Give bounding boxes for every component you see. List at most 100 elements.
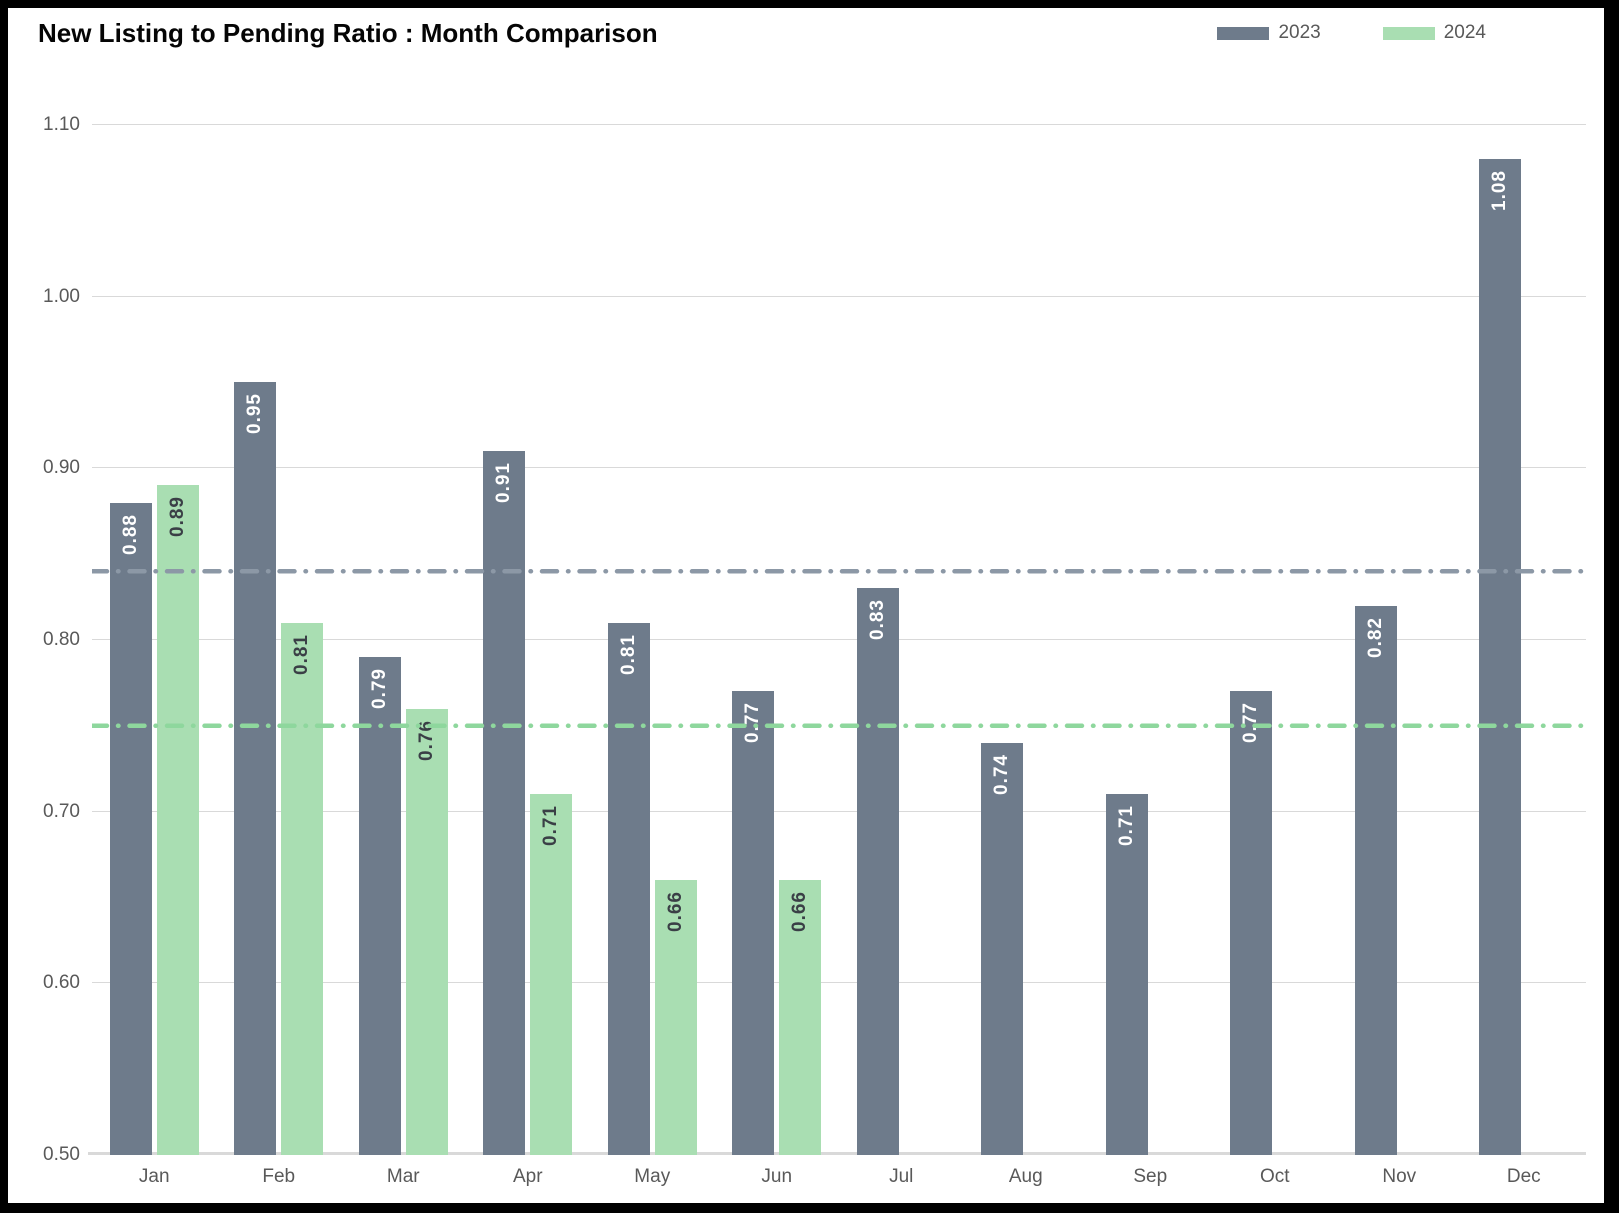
bar-2024-jan: 0.89 [156, 485, 199, 1155]
gridline-0.80 [92, 638, 1586, 640]
bar-value-label: 0.91 [493, 462, 515, 504]
bar-value-label-wrap: 0.83 [857, 599, 899, 640]
month-group-dec: 1.08 Dec [1462, 70, 1587, 1187]
month-group-nov: 0.82 Nov [1337, 70, 1462, 1187]
month-group-may: 0.81 0.66 May [590, 70, 715, 1187]
bar-value-label-wrap: 0.66 [655, 891, 697, 932]
bar-slot-2024: 0.81 [281, 70, 324, 1155]
bar-value-label: 0.71 [540, 805, 562, 847]
bar-slot-2024 [1402, 70, 1444, 1155]
legend: 2023 2024 [1217, 22, 1486, 44]
bar-slot-2023: 0.83 [856, 70, 899, 1155]
bar-slot-2024 [1153, 70, 1195, 1155]
gridline-0.50 [88, 1152, 1586, 1155]
chart-frame: New Listing to Pending Ratio : Month Com… [8, 8, 1604, 1203]
bar-slot-2024: 0.66 [779, 70, 822, 1155]
bar-value-label-wrap: 0.71 [1106, 805, 1148, 846]
bar-groups: 0.88 0.89 Jan 0.95 0.81 Feb 0.79 0.76 Mar 0.91 0.7… [92, 70, 1587, 1187]
bar-2023-jul: 0.83 [856, 588, 899, 1155]
bar-slot-2024: 0.76 [405, 70, 448, 1155]
bar-slot-2023: 0.95 [234, 70, 277, 1155]
legend-swatch-2023 [1217, 26, 1270, 40]
bar-value-label: 1.08 [1489, 170, 1511, 212]
x-axis-label-nov: Nov [1382, 1166, 1417, 1187]
bar-2023-mar: 0.79 [358, 657, 401, 1155]
bar-slot-2024: 0.66 [654, 70, 697, 1155]
bar-value-label-wrap: 0.77 [1230, 702, 1272, 743]
legend-item-2024: 2024 [1382, 22, 1486, 44]
month-group-sep: 0.71 Sep [1088, 70, 1213, 1187]
bar-value-label-wrap: 0.89 [157, 496, 199, 537]
bar-2024-may: 0.66 [654, 880, 697, 1155]
legend-label-2023: 2023 [1278, 22, 1321, 43]
bar-value-label-wrap: 0.74 [981, 754, 1023, 795]
bar-2023-aug: 0.74 [981, 742, 1024, 1155]
bar-2023-oct: 0.77 [1230, 691, 1273, 1155]
bar-value-label: 0.66 [789, 891, 811, 933]
bar-value-label: 0.89 [166, 496, 188, 538]
bar-value-label-wrap: 0.82 [1355, 617, 1397, 658]
bar-2024-jun: 0.66 [779, 880, 822, 1155]
plot-area: 1.10 1.00 0.90 0.80 0.70 0.60 0.50 0.88 0.89 Jan 0… [43, 70, 1587, 1187]
bar-value-label: 0.74 [991, 753, 1013, 795]
month-group-mar: 0.79 0.76 Mar [341, 70, 466, 1187]
month-group-jun: 0.77 0.66 Jun [715, 70, 840, 1187]
bar-2023-sep: 0.71 [1105, 794, 1148, 1155]
bar-2024-feb: 0.81 [281, 622, 324, 1155]
bar-2023-feb: 0.95 [234, 382, 277, 1155]
y-axis-tick-label: 0.60 [43, 972, 80, 994]
x-axis-label-jun: Jun [761, 1166, 793, 1187]
x-axis-label-mar: Mar [386, 1166, 420, 1187]
bar-value-label-wrap: 0.88 [110, 514, 152, 555]
legend-item-2023: 2023 [1217, 22, 1321, 44]
bar-slot-2024 [904, 70, 946, 1155]
month-group-jul: 0.83 Jul [839, 70, 964, 1187]
bar-value-label: 0.81 [291, 633, 313, 675]
bar-2023-nov: 0.82 [1354, 605, 1397, 1155]
x-axis-label-jul: Jul [889, 1166, 914, 1187]
bar-value-label-wrap: 0.77 [732, 702, 774, 743]
bar-slot-2023: 0.88 [109, 70, 152, 1155]
bar-2023-jan: 0.88 [109, 502, 152, 1155]
x-axis-label-oct: Oct [1259, 1166, 1290, 1187]
bar-slot-2023: 0.81 [607, 70, 650, 1155]
bar-value-label-wrap: 0.81 [281, 634, 323, 675]
bar-value-label: 0.83 [866, 599, 888, 641]
bar-slot-2023: 0.82 [1354, 70, 1397, 1155]
bar-value-label-wrap: 0.79 [359, 668, 401, 709]
bar-value-label: 0.71 [1115, 805, 1137, 847]
bar-value-label: 0.76 [415, 719, 437, 761]
bar-slot-2024: 0.89 [156, 70, 199, 1155]
bar-slot-2023: 0.74 [981, 70, 1024, 1155]
x-axis-label-jan: Jan [138, 1166, 170, 1187]
bar-2024-apr: 0.71 [530, 794, 573, 1155]
legend-swatch-2024 [1382, 26, 1435, 40]
bar-value-label-wrap: 0.81 [608, 634, 650, 675]
month-group-jan: 0.88 0.89 Jan [92, 70, 217, 1187]
bar-slot-2023: 0.79 [358, 70, 401, 1155]
bar-value-label-wrap: 0.71 [530, 805, 572, 846]
bar-value-label-wrap: 1.08 [1479, 170, 1521, 211]
bar-2023-dec: 1.08 [1479, 159, 1522, 1155]
y-axis-tick-label: 0.80 [43, 628, 80, 650]
bar-2024-mar: 0.76 [405, 708, 448, 1155]
bar-value-label: 0.77 [742, 702, 764, 744]
bar-slot-2024: 0.71 [530, 70, 573, 1155]
y-axis-tick-label: 0.50 [43, 1144, 80, 1165]
y-axis-tick-label: 0.70 [43, 800, 80, 822]
gridline-0.70 [92, 810, 1586, 812]
bar-2023-apr: 0.91 [483, 451, 526, 1155]
bar-slot-2024 [1028, 70, 1070, 1155]
bar-slot-2023: 0.91 [483, 70, 526, 1155]
bar-value-label: 0.79 [368, 668, 390, 710]
y-axis-tick-label: 1.10 [43, 113, 80, 135]
month-group-apr: 0.91 0.71 Apr [466, 70, 591, 1187]
bar-value-label: 0.82 [1364, 616, 1386, 658]
gridline-0.60 [92, 982, 1586, 984]
y-axis-tick-label: 1.00 [43, 285, 80, 307]
legend-label-2024: 2024 [1443, 22, 1486, 43]
month-group-oct: 0.77 Oct [1213, 70, 1338, 1187]
bar-slot-2023: 0.77 [732, 70, 775, 1155]
bar-slot-2023: 0.71 [1105, 70, 1148, 1155]
chart-title: New Listing to Pending Ratio : Month Com… [38, 18, 658, 48]
